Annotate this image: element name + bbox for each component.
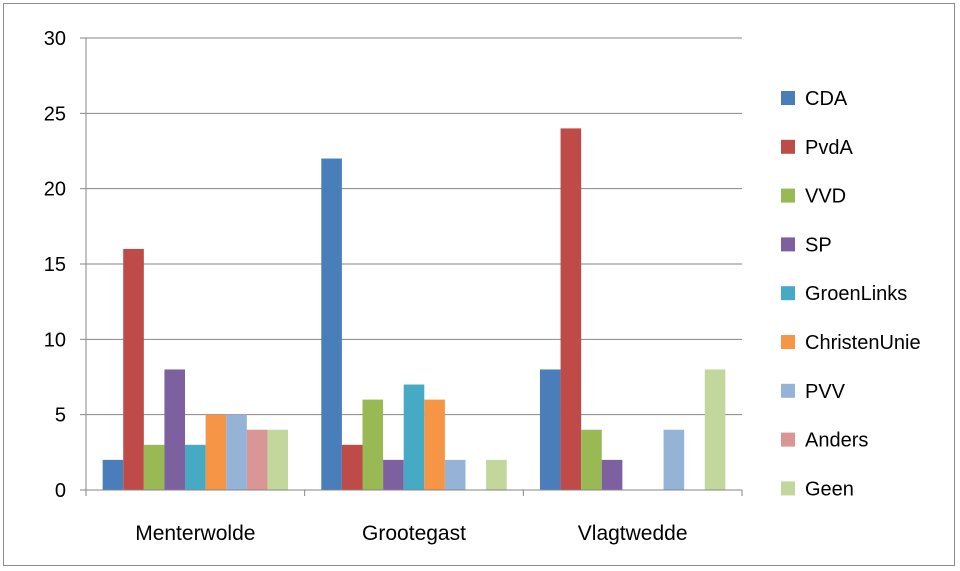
- bar-groenlinks-grootegast: [403, 384, 425, 490]
- x-category-label: Vlagtwedde: [578, 522, 688, 545]
- x-category-label: Grootegast: [362, 522, 466, 545]
- axes: 0 5 10 15 20 25 30 Menterwolde Grootegast Vlagtwe…: [44, 28, 743, 545]
- bar-vvd-vlagtwedde: [581, 429, 602, 490]
- bar-groenlinks-menterwolde: [185, 444, 206, 490]
- legend-swatch-groenlinks: [781, 286, 795, 301]
- bar-cda-vlagtwedde: [539, 369, 561, 490]
- bar-anders-menterwolde: [246, 429, 268, 490]
- y-tick-label: 10: [44, 329, 66, 351]
- bar-vvd-grootegast: [362, 399, 384, 490]
- x-category-label: Menterwolde: [135, 522, 255, 545]
- bars: [102, 128, 726, 491]
- bar-pvv-grootegast: [444, 459, 466, 490]
- bar-cda-grootegast: [321, 158, 342, 491]
- legend-swatch-cda: [781, 91, 795, 105]
- bar-christenunie-menterwolde: [205, 414, 227, 490]
- legend-label-cda: CDA: [805, 88, 848, 110]
- legend-label-pvda: PvdA: [805, 137, 853, 159]
- legend-label-christenunie: ChristenUnie: [805, 332, 921, 354]
- y-tick-label: 30: [44, 28, 66, 50]
- y-tick-label: 5: [55, 405, 66, 427]
- bar-pvv-vlagtwedde: [663, 429, 685, 490]
- y-tick-label: 25: [44, 103, 66, 125]
- legend-swatch-sp: [781, 237, 795, 252]
- bar-geen-vlagtwedde: [704, 369, 726, 490]
- legend-label-groenlinks: GroenLinks: [805, 283, 907, 305]
- legend-label-pvv: PVV: [805, 381, 846, 403]
- bar-pvv-menterwolde: [226, 414, 247, 490]
- bar-vvd-menterwolde: [143, 444, 165, 490]
- bar-sp-menterwolde: [164, 369, 186, 490]
- gridlines: [86, 37, 742, 416]
- y-tick-label: 0: [55, 480, 66, 502]
- bar-geen-grootegast: [486, 459, 507, 490]
- bar-pvda-vlagtwedde: [560, 128, 582, 490]
- legend-swatch-geen: [781, 481, 795, 496]
- bar-christenunie-grootegast: [424, 399, 445, 490]
- legend-swatch-pvv: [781, 383, 795, 398]
- legend-label-geen: Geen: [805, 478, 854, 500]
- bar-cda-menterwolde: [102, 459, 124, 490]
- bar-sp-grootegast: [383, 459, 404, 490]
- bar-sp-vlagtwedde: [601, 459, 623, 490]
- y-tick-label: 20: [44, 179, 66, 201]
- legend-label-vvd: VVD: [805, 186, 846, 208]
- legend-swatch-christenunie: [781, 335, 795, 349]
- y-tick-label: 15: [44, 254, 66, 276]
- legend-swatch-anders: [781, 432, 795, 447]
- legend-swatch-pvda: [781, 139, 795, 154]
- legend-label-sp: SP: [805, 234, 832, 256]
- legend-label-anders: Anders: [805, 430, 868, 452]
- legend-swatch-vvd: [781, 188, 795, 203]
- legend: CDA PvdA VVD SP GroenLinks ChristenUnie PVV And…: [781, 88, 921, 500]
- bar-pvda-grootegast: [341, 444, 363, 490]
- bar-pvda-menterwolde: [123, 248, 144, 490]
- bar-geen-menterwolde: [267, 429, 289, 490]
